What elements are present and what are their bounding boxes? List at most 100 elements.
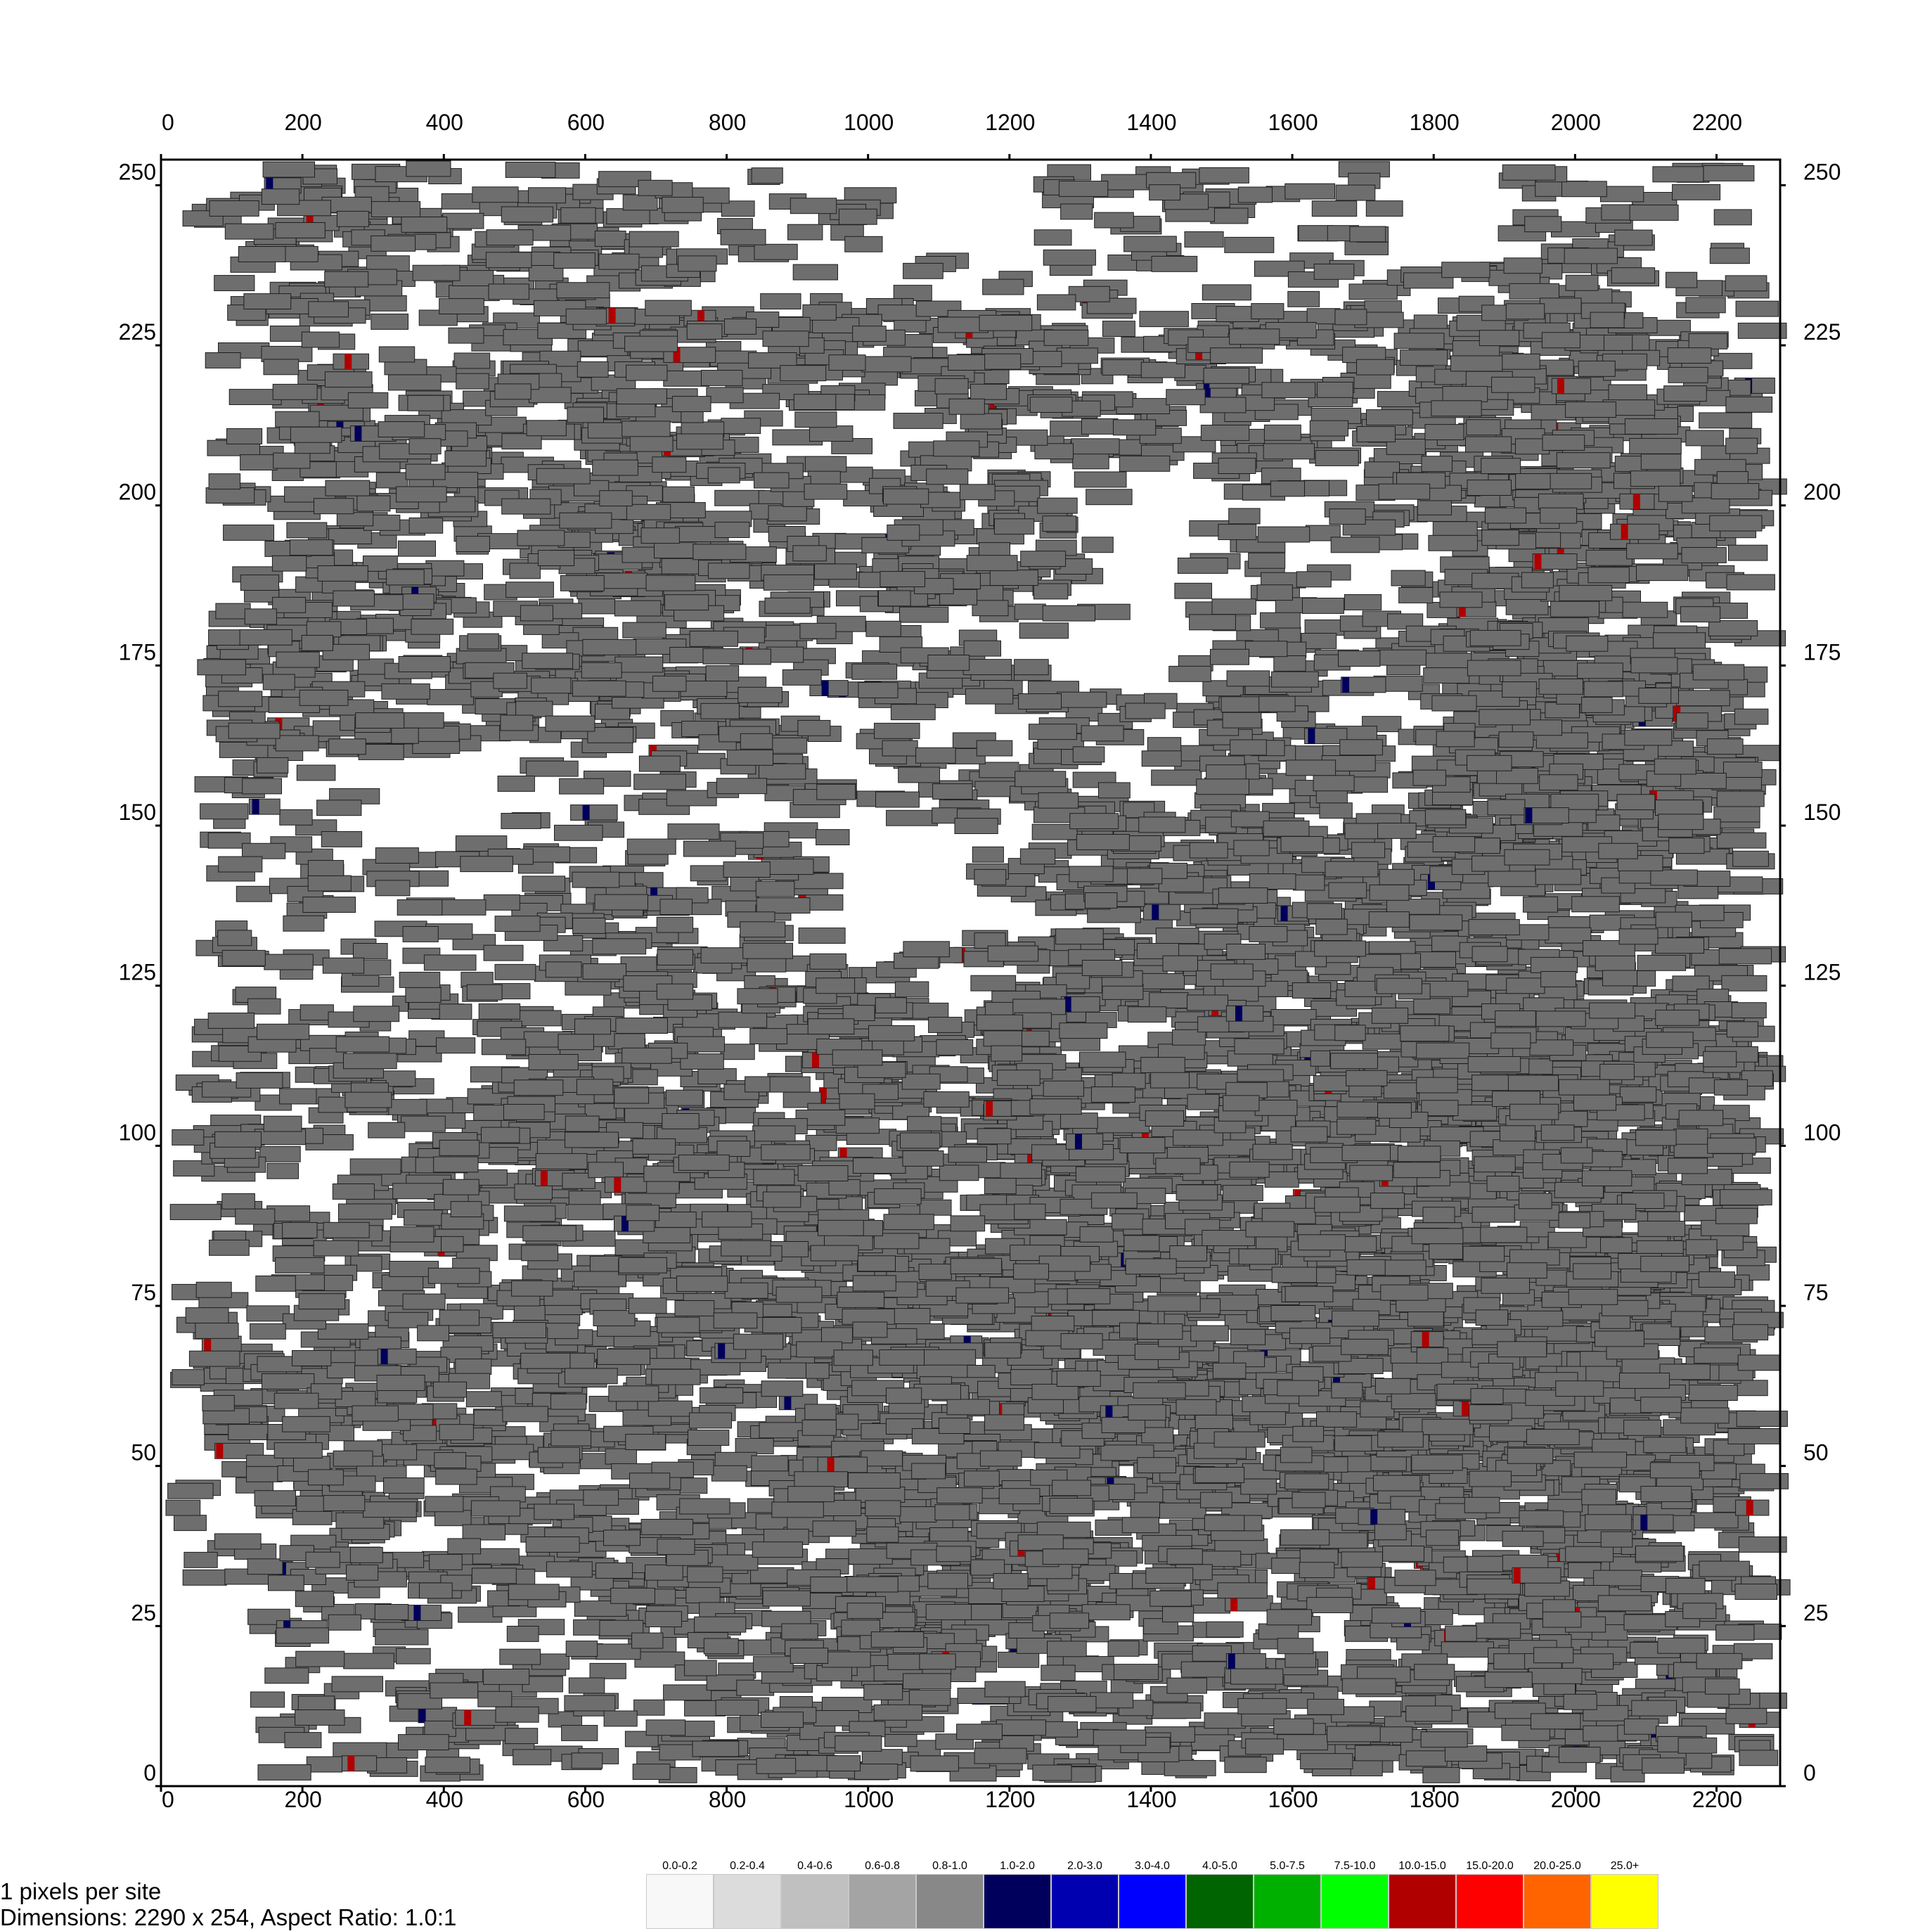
placed-cell bbox=[598, 171, 652, 188]
placed-cell bbox=[1101, 174, 1151, 191]
placed-cell bbox=[517, 530, 565, 546]
placed-cell bbox=[396, 486, 447, 503]
placed-cell bbox=[793, 394, 837, 411]
placed-cell bbox=[398, 540, 436, 557]
placed-cell bbox=[1072, 746, 1105, 763]
placed-cell bbox=[522, 875, 566, 892]
placed-cell bbox=[1292, 982, 1332, 999]
placed-cell bbox=[965, 688, 1014, 705]
placed-cell bbox=[794, 411, 837, 428]
placed-cell bbox=[436, 1037, 476, 1054]
placed-cell bbox=[1509, 283, 1559, 300]
placed-cell bbox=[1125, 703, 1166, 719]
placed-cell bbox=[1218, 887, 1268, 904]
placed-cell bbox=[1081, 725, 1124, 742]
placed-cell bbox=[1098, 782, 1131, 799]
placed-cell bbox=[1637, 954, 1687, 971]
placed-cell bbox=[1081, 537, 1114, 553]
placed-cell bbox=[1019, 622, 1069, 639]
placed-cell bbox=[1334, 309, 1367, 326]
placed-cell bbox=[1226, 944, 1266, 960]
placed-cell bbox=[488, 283, 529, 300]
placed-cell bbox=[243, 293, 292, 310]
congestion-marker bbox=[812, 1052, 819, 1068]
placed-cell bbox=[408, 438, 442, 455]
placed-cell bbox=[868, 1025, 915, 1041]
placed-cell bbox=[760, 293, 801, 310]
placed-cell bbox=[1033, 229, 1072, 246]
placed-cell bbox=[1081, 418, 1119, 435]
placed-cell bbox=[558, 1034, 594, 1051]
placed-cell bbox=[1249, 873, 1296, 890]
placed-cell bbox=[439, 1003, 472, 1020]
placed-cell bbox=[1019, 848, 1056, 865]
placed-cell bbox=[667, 823, 720, 840]
placed-cell bbox=[366, 255, 410, 272]
placed-cell bbox=[893, 413, 944, 429]
placed-cell bbox=[481, 1039, 527, 1056]
placed-cell bbox=[214, 275, 255, 292]
placed-cell bbox=[577, 361, 609, 378]
placed-cell bbox=[1113, 419, 1157, 436]
placed-cell bbox=[1260, 612, 1301, 629]
placed-cell bbox=[1177, 558, 1228, 574]
placed-cell bbox=[1608, 384, 1647, 401]
placed-cell bbox=[1711, 483, 1760, 499]
placed-cell bbox=[1015, 771, 1067, 788]
placed-cell bbox=[1245, 641, 1288, 657]
placed-cell bbox=[371, 201, 421, 218]
placed-cell bbox=[356, 495, 391, 512]
placed-cell bbox=[1328, 882, 1367, 899]
placed-cell bbox=[1611, 267, 1656, 284]
placed-cell bbox=[1334, 1025, 1366, 1041]
placed-cell bbox=[301, 331, 340, 348]
placed-cell bbox=[1468, 919, 1520, 935]
placed-cell bbox=[652, 456, 687, 473]
placed-cell bbox=[656, 983, 694, 1000]
placed-cell bbox=[545, 715, 595, 732]
placed-cell bbox=[901, 1073, 941, 1090]
placed-cell bbox=[749, 1028, 787, 1044]
placed-cell bbox=[1734, 708, 1769, 725]
placed-cell bbox=[1330, 537, 1380, 553]
placed-cell bbox=[1094, 212, 1134, 229]
placed-cell bbox=[792, 264, 838, 281]
placed-cell bbox=[622, 622, 666, 639]
placed-cell bbox=[275, 222, 326, 238]
placed-cell bbox=[1076, 834, 1130, 850]
placed-cell bbox=[494, 916, 541, 932]
placed-cell bbox=[1057, 691, 1107, 708]
placed-cell bbox=[861, 356, 912, 373]
placed-cell bbox=[960, 413, 1003, 430]
placed-cell bbox=[559, 512, 612, 529]
placed-cell bbox=[1151, 769, 1202, 786]
placed-cell bbox=[290, 426, 342, 443]
placed-cell bbox=[1313, 775, 1355, 792]
placed-cell bbox=[423, 954, 477, 971]
placed-cell bbox=[560, 575, 605, 591]
placed-cell bbox=[205, 487, 255, 503]
placed-cell bbox=[1481, 530, 1519, 546]
placed-cell bbox=[1058, 181, 1109, 197]
placed-cell bbox=[993, 518, 1035, 535]
placed-cell bbox=[271, 555, 307, 572]
placed-cell bbox=[537, 550, 575, 566]
placed-cell bbox=[894, 981, 929, 998]
placed-cell bbox=[1585, 549, 1632, 566]
placed-cell bbox=[209, 200, 259, 217]
placed-cell bbox=[875, 997, 907, 1014]
placed-cell bbox=[624, 335, 678, 352]
placed-cell bbox=[317, 565, 368, 582]
placed-cell bbox=[1348, 283, 1398, 300]
placed-cell bbox=[1060, 203, 1093, 220]
placed-cell bbox=[1196, 778, 1250, 795]
placed-cell bbox=[1415, 951, 1457, 968]
placed-cell bbox=[626, 364, 668, 381]
placed-cell bbox=[1014, 603, 1046, 620]
placed-cell bbox=[505, 582, 554, 598]
placed-cell bbox=[1725, 396, 1773, 413]
placed-cell bbox=[676, 433, 724, 450]
placed-cell bbox=[1271, 671, 1319, 688]
placed-cell bbox=[1155, 928, 1199, 944]
placed-cell bbox=[1400, 1025, 1450, 1042]
